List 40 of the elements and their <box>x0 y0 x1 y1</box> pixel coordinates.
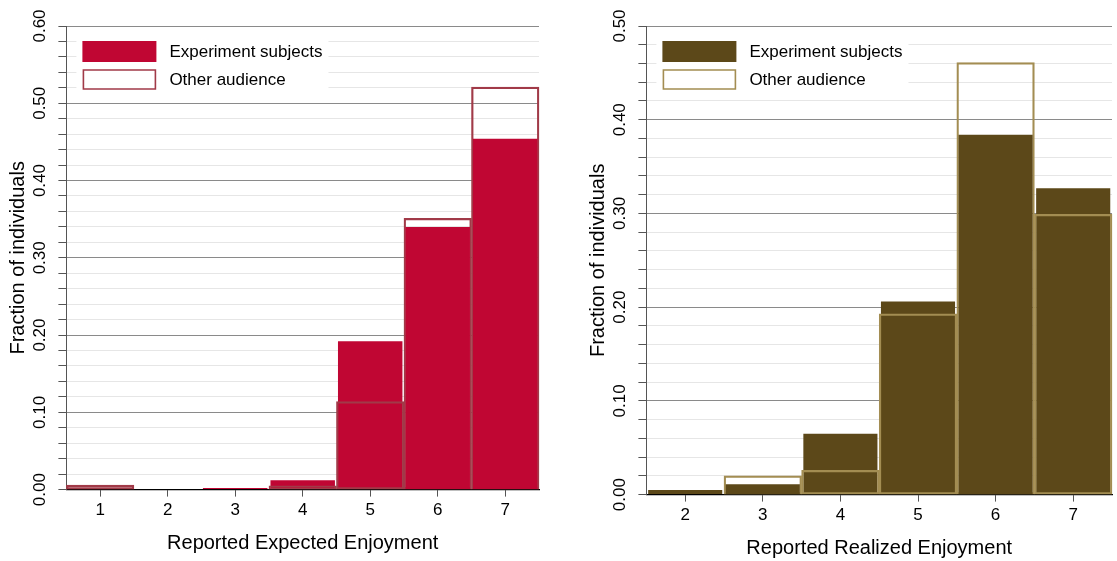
x-axis-title: Reported Realized Enjoyment <box>746 535 1013 558</box>
legend-label: Other audience <box>749 70 866 90</box>
y-tick-label: 0.00 <box>29 473 49 507</box>
y-tick-label: 0.20 <box>609 290 629 324</box>
x-tick-label: 5 <box>365 500 375 520</box>
bar <box>473 138 538 490</box>
y-tick-label: 0.40 <box>29 163 49 198</box>
y-tick-label: 0.40 <box>609 103 629 137</box>
x-tick-label: 3 <box>758 505 768 525</box>
y-axis-title: Fraction of individuals <box>5 161 28 355</box>
y-tick-label: 0.00 <box>609 478 629 512</box>
y-axis-title: Fraction of individuals <box>585 163 608 358</box>
bar <box>803 433 878 495</box>
x-tick-label: 7 <box>500 500 510 520</box>
x-tick-label: 6 <box>432 500 443 520</box>
legend-label: Experiment subjects <box>169 42 323 62</box>
x-tick-label: 2 <box>680 505 690 525</box>
bar <box>648 489 723 495</box>
legend-label: Other audience <box>169 70 286 90</box>
x-tick-label: 4 <box>297 500 308 520</box>
bar <box>958 134 1033 495</box>
x-tick-label: 6 <box>990 505 1001 525</box>
bar <box>725 484 800 495</box>
x-tick-label: 5 <box>913 505 923 525</box>
x-tick-label: 4 <box>835 505 846 525</box>
y-tick-label: 0.20 <box>29 318 49 352</box>
legend-label: Experiment subjects <box>749 42 903 62</box>
y-tick-label: 0.30 <box>29 241 49 275</box>
y-tick-label: 0.50 <box>609 9 629 43</box>
y-tick-label: 0.50 <box>29 86 49 120</box>
y-tick-label: 0.60 <box>29 9 49 43</box>
y-tick-label: 0.10 <box>609 384 629 418</box>
x-tick-label: 1 <box>95 500 105 520</box>
y-tick-label: 0.10 <box>29 395 49 429</box>
bar <box>337 341 403 490</box>
y-tick-label: 0.30 <box>609 196 629 230</box>
x-tick-label: 3 <box>230 500 240 520</box>
x-tick-label: 2 <box>162 500 173 520</box>
x-tick-label: 7 <box>1068 505 1078 525</box>
x-axis-title: Reported Expected Enjoyment <box>167 530 439 553</box>
